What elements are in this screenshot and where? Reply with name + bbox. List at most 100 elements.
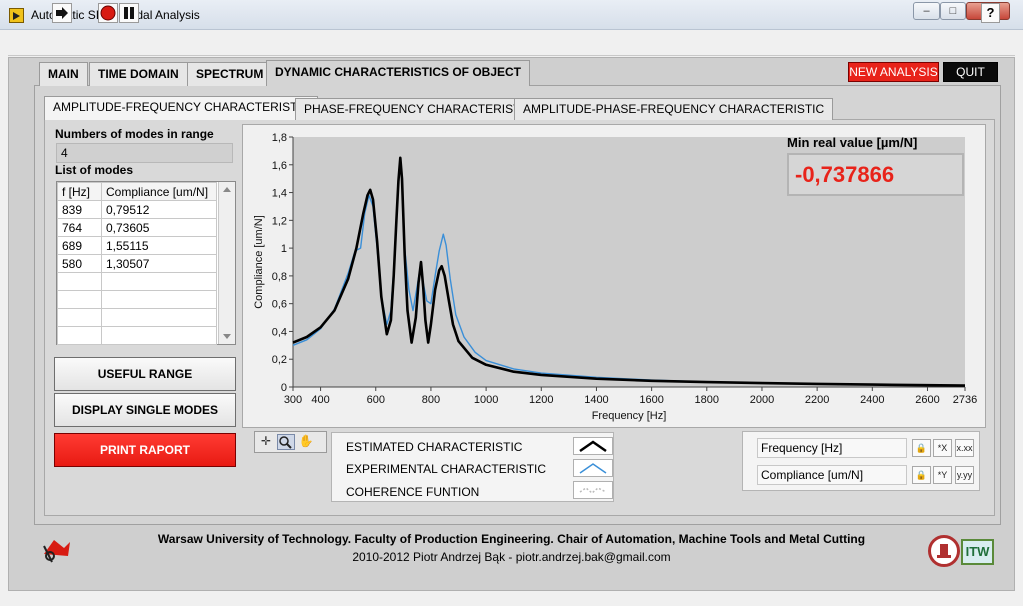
y-tick-label: 1,4 — [272, 188, 287, 200]
amplitude-frequency-graph[interactable]: 0 0,2 0,4 0,6 0,8 1 1,2 1,4 1,6 1,8 300 400 600 800 10… — [242, 124, 986, 428]
footer-author: 2010-2012 Piotr Andrzej Bąk - piotr.andr… — [352, 550, 671, 564]
y-tick-label: 0,4 — [272, 326, 287, 338]
x-tick-label: 1200 — [529, 394, 553, 406]
abort-stop-icon[interactable] — [98, 3, 118, 23]
new-analysis-button[interactable]: NEW ANALYSIS — [848, 62, 939, 82]
quit-button[interactable]: QUIT — [943, 62, 998, 82]
modes-count-label: Numbers of modes in range — [55, 127, 214, 141]
table-vertical-scrollbar[interactable] — [218, 182, 235, 344]
x-scale-name: Frequency [Hz] — [757, 438, 907, 458]
modes-table[interactable]: f [Hz] Compliance [um/N] 839 0,79512 764 0… — [56, 181, 236, 345]
subtab-amplitude-frequency[interactable]: AMPLITUDE-FREQUENCY CHARACTERISTIC — [44, 96, 319, 120]
useful-range-button[interactable]: USEFUL RANGE — [54, 357, 236, 391]
y-axis-label: Compliance [um/N] — [253, 215, 265, 309]
tab-time-domain[interactable]: TIME DOMAIN — [89, 62, 188, 86]
x-tick-label: 400 — [311, 394, 329, 406]
zoom-icon[interactable] — [277, 434, 295, 450]
x-scale-lock-icon[interactable]: 🔒 — [912, 439, 931, 457]
cell-frequency: 764 — [57, 218, 102, 237]
cell-compliance: 0,79512 — [101, 200, 217, 219]
min-real-value: -0,737866 — [795, 162, 895, 187]
cell-frequency: 689 — [57, 236, 102, 255]
crosshair-cursor-icon[interactable]: ✛ — [260, 434, 272, 448]
subtab-phase-frequency[interactable]: PHASE-FREQUENCY CHARACTERISTIC — [295, 98, 542, 120]
table-row-empty[interactable] — [57, 308, 217, 327]
column-header-frequency: f [Hz] — [57, 182, 102, 201]
x-tick-label: 2200 — [805, 394, 829, 406]
series-estimated-line — [292, 156, 966, 387]
table-row-empty[interactable] — [57, 290, 217, 309]
display-single-modes-button[interactable]: DISPLAY SINGLE MODES — [54, 393, 236, 427]
list-of-modes-label: List of modes — [55, 163, 134, 177]
zaoios-logo — [40, 534, 74, 568]
footer-institution: Warsaw University of Technology. Faculty… — [157, 532, 866, 546]
cell-frequency: 580 — [57, 254, 102, 273]
y-tick-label: 0,8 — [272, 271, 287, 283]
y-tick-label: 1,2 — [272, 215, 287, 227]
vi-toolbar — [8, 30, 1015, 56]
x-tick-label: 1800 — [695, 394, 719, 406]
y-scale-name: Compliance [um/N] — [757, 465, 907, 485]
x-tick-label: 1400 — [584, 394, 608, 406]
labview-app-icon — [9, 8, 24, 23]
cell-compliance: 0,73605 — [101, 218, 217, 237]
cell-compliance: 1,30507 — [101, 254, 217, 273]
modes-count-indicator: 4 — [56, 143, 233, 163]
legend-swatch-estimated[interactable] — [573, 437, 613, 455]
y-tick-label: 0,6 — [272, 299, 287, 311]
x-tick-label: 2400 — [860, 394, 884, 406]
graph-palette: ✛ ✋ — [254, 431, 327, 453]
tab-main[interactable]: MAIN — [39, 62, 88, 86]
legend-label-estimated: ESTIMATED CHARACTERISTIC — [346, 440, 523, 454]
y-format-icon[interactable]: y.yy — [955, 466, 974, 484]
min-real-value-indicator — [787, 153, 964, 196]
table-row[interactable]: 580 1,30507 — [57, 254, 217, 273]
cell-compliance: 1,55115 — [101, 236, 217, 255]
scroll-up-icon — [223, 187, 231, 192]
y-autoscale-icon[interactable]: *Y — [933, 466, 952, 484]
x-tick-label: 600 — [367, 394, 385, 406]
run-arrow-icon[interactable] — [52, 3, 72, 23]
y-tick-label: 1 — [281, 243, 287, 255]
title-bar[interactable] — [0, 0, 1023, 30]
table-row-empty[interactable] — [57, 272, 217, 291]
legend-swatch-coherence[interactable] — [573, 481, 613, 499]
minimize-button[interactable]: – — [913, 2, 940, 20]
help-button[interactable]: ? — [981, 3, 1000, 23]
pause-icon[interactable] — [119, 3, 139, 23]
y-tick-label: 0 — [281, 382, 287, 394]
x-tick-label: 2736 — [953, 394, 977, 406]
y-scale-lock-icon[interactable]: 🔒 — [912, 466, 931, 484]
x-tick-label: 1000 — [474, 394, 498, 406]
y-tick-label: 1,8 — [272, 132, 287, 144]
y-tick-label: 0,2 — [272, 354, 287, 366]
legend-label-experimental: EXPERIMENTAL CHARACTERISTIC — [346, 462, 547, 476]
tab-spectrum[interactable]: SPECTRUM — [187, 62, 273, 86]
scale-legend: Frequency [Hz] 🔒 *X x.xx Compliance [um/… — [742, 431, 980, 491]
table-row[interactable]: 764 0,73605 — [57, 218, 217, 237]
y-tick-label: 1,6 — [272, 160, 287, 172]
x-tick-label: 1600 — [639, 394, 663, 406]
x-axis-label: Frequency [Hz] — [592, 410, 667, 422]
cell-frequency: 839 — [57, 200, 102, 219]
min-real-value-label: Min real value [µm/N] — [787, 135, 918, 150]
legend-swatch-experimental[interactable] — [573, 459, 613, 477]
x-format-icon[interactable]: x.xx — [955, 439, 974, 457]
x-tick-label: 300 — [284, 394, 302, 406]
scroll-down-icon — [223, 334, 231, 339]
itw-logo: ITW — [961, 539, 994, 565]
table-row-empty[interactable] — [57, 326, 217, 345]
maximize-button[interactable]: □ — [940, 2, 966, 20]
pan-hand-icon[interactable]: ✋ — [298, 434, 314, 448]
table-row[interactable]: 689 1,55115 — [57, 236, 217, 255]
subtab-amplitude-phase-frequency[interactable]: AMPLITUDE-PHASE-FREQUENCY CHARACTERISTIC — [514, 98, 834, 120]
x-tick-label: 2600 — [915, 394, 939, 406]
table-header-row: f [Hz] Compliance [um/N] — [57, 182, 217, 201]
x-tick-label: 800 — [422, 394, 440, 406]
legend-label-coherence: COHERENCE FUNTION — [346, 485, 480, 499]
x-autoscale-icon[interactable]: *X — [933, 439, 952, 457]
table-row[interactable]: 839 0,79512 — [57, 200, 217, 219]
warsaw-university-logo — [928, 535, 960, 567]
tab-dynamic-characteristics[interactable]: DYNAMIC CHARACTERISTICS OF OBJECT — [266, 60, 531, 86]
print-raport-button[interactable]: PRINT RAPORT — [54, 433, 236, 467]
